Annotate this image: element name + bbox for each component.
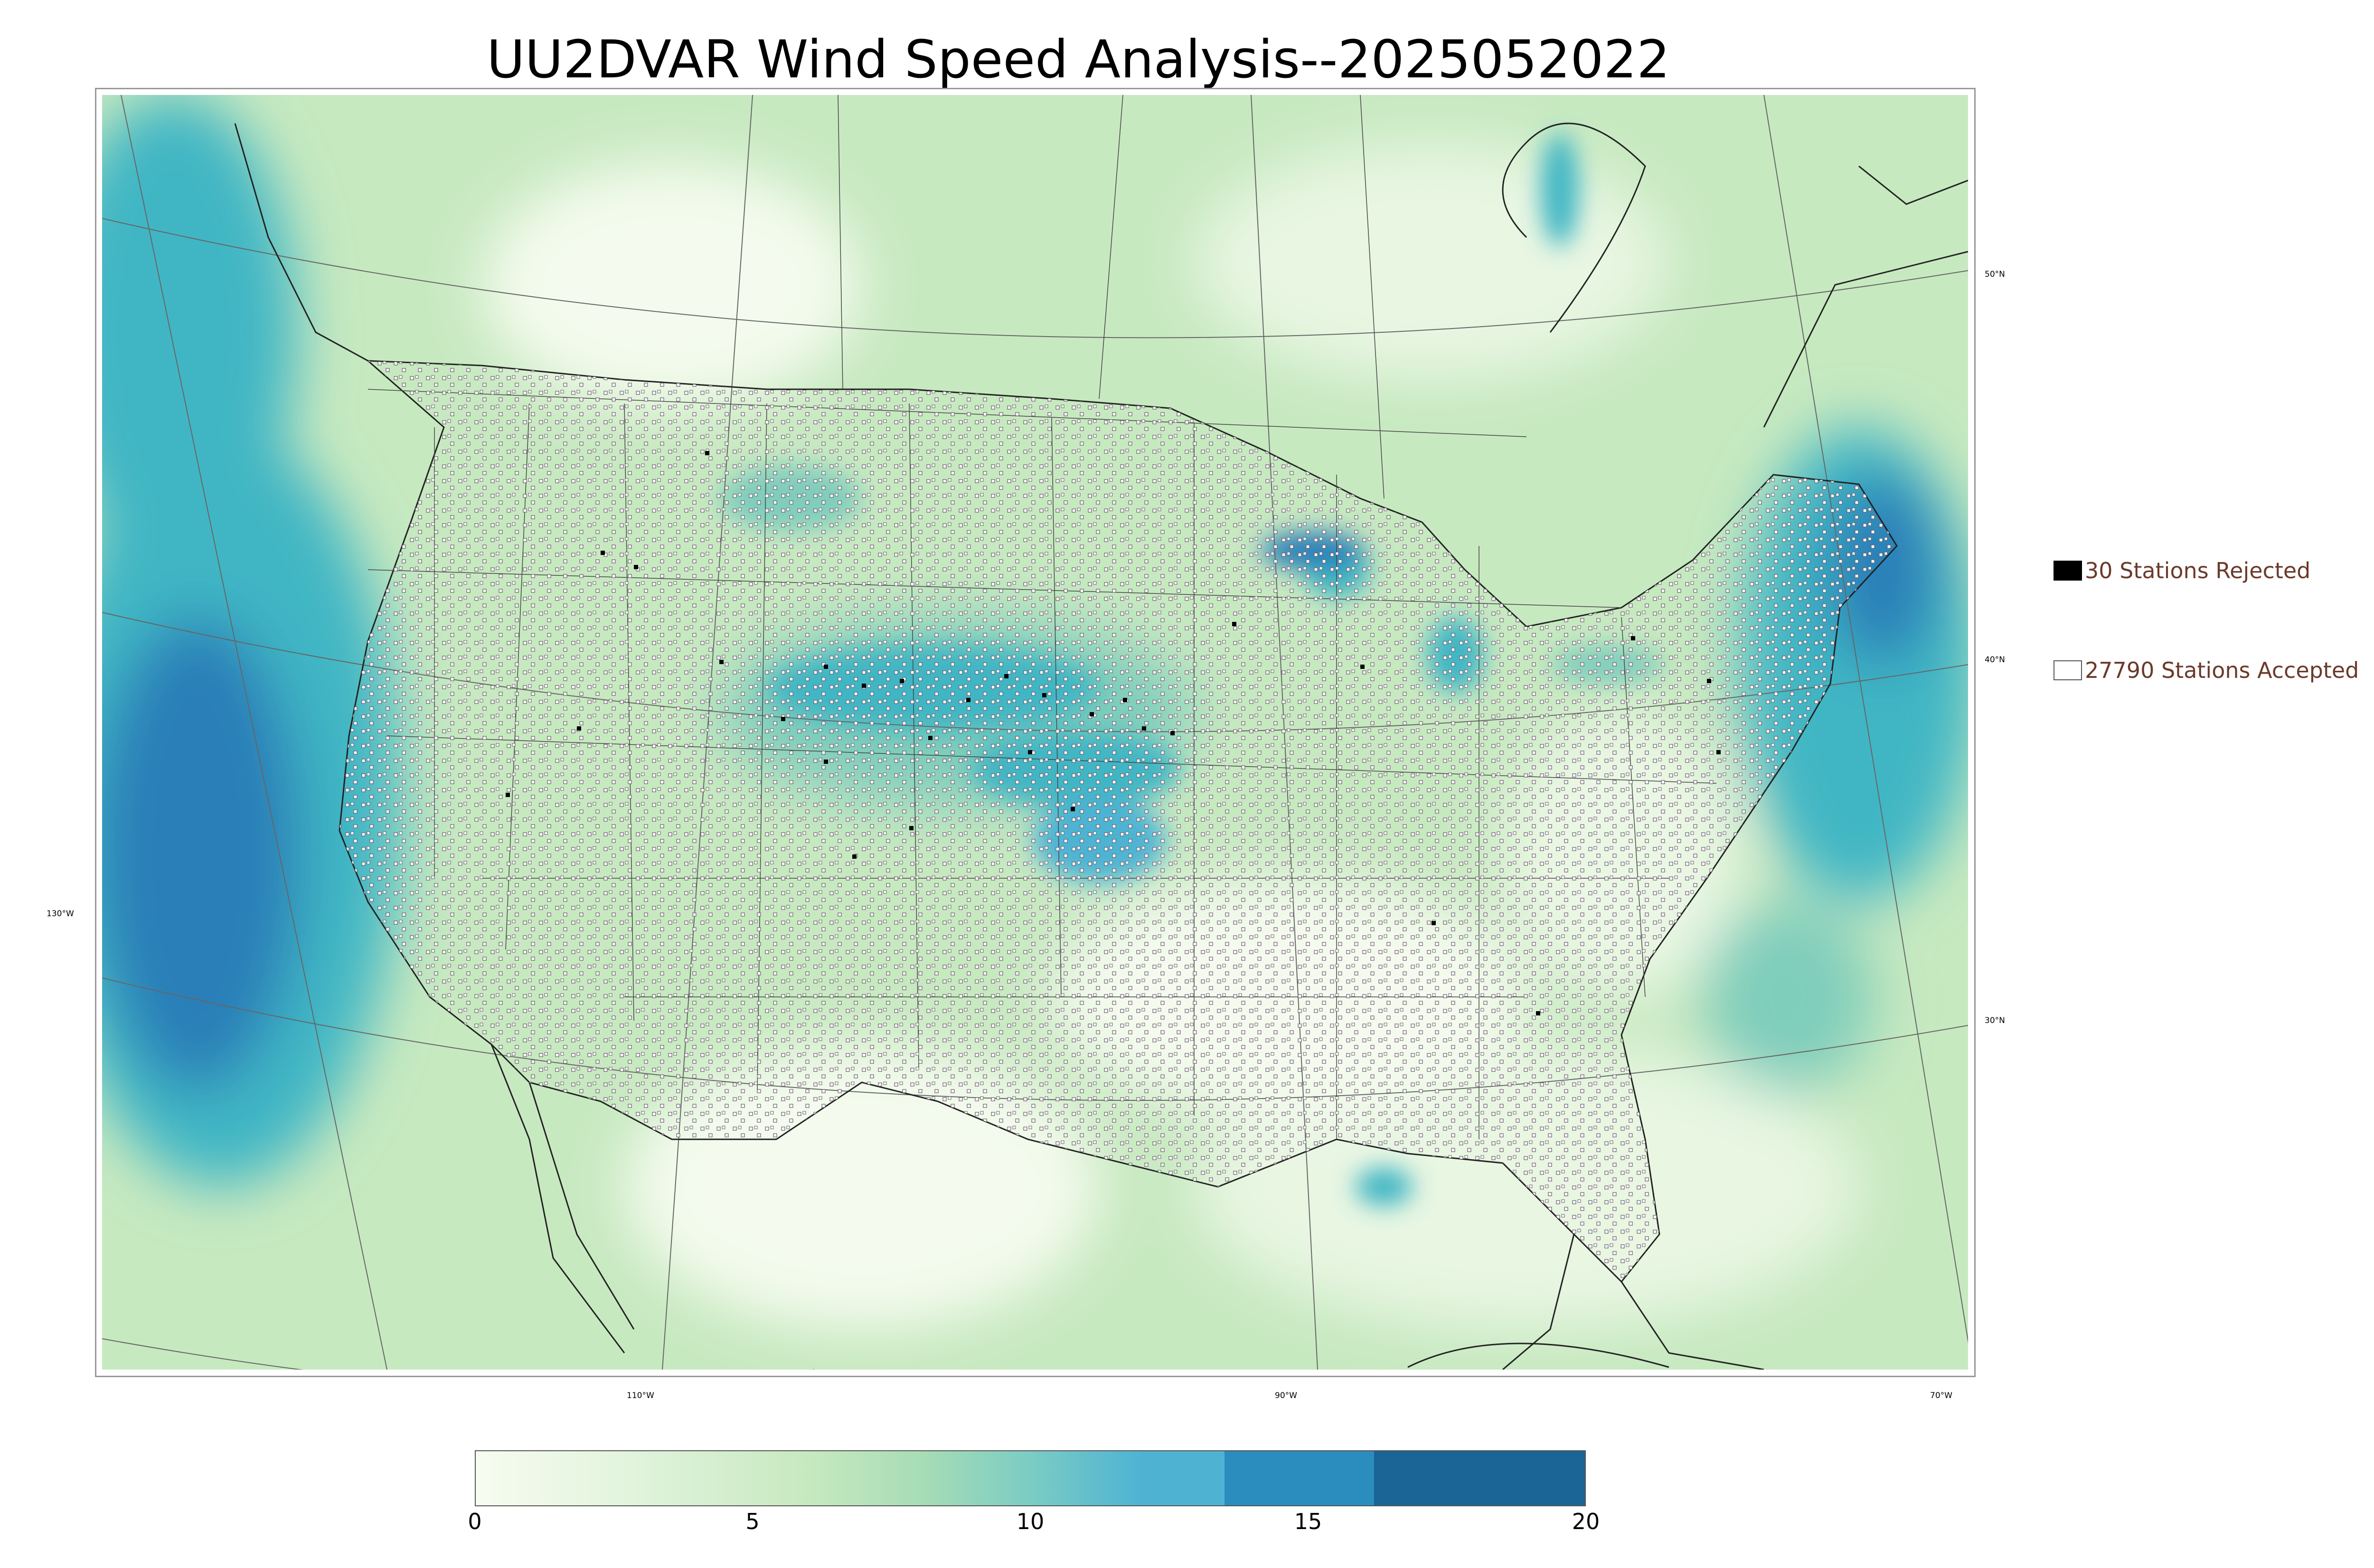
- colorbar-tick-5: 5: [745, 1509, 760, 1534]
- colorbar-tick-0: 0: [468, 1509, 482, 1534]
- legend-accepted-label: 27790 Stations Accepted: [2085, 657, 2359, 683]
- lat-label-30n: 30°N: [1985, 1016, 2005, 1025]
- wind-speed-map: [102, 95, 1968, 1370]
- map-frame: [95, 88, 1976, 1377]
- colorbar-tick-10: 10: [1016, 1509, 1045, 1534]
- colorbar-tick-15: 15: [1294, 1509, 1322, 1534]
- lon-label-90w: 90°W: [1275, 1391, 1297, 1400]
- lon-label-130w: 130°W: [47, 909, 74, 919]
- lon-label-70w: 70°W: [1930, 1391, 1952, 1400]
- lon-label-110w: 110°W: [627, 1391, 654, 1400]
- rejected-swatch: [2054, 561, 2082, 581]
- lat-label-40n: 40°N: [1985, 655, 2005, 665]
- legend-rejected: 30 Stations Rejected: [2054, 558, 2310, 583]
- colorbar-tick-20: 20: [1572, 1509, 1600, 1534]
- colorbar: [475, 1450, 1586, 1506]
- accepted-swatch: [2054, 660, 2082, 680]
- lat-label-50n: 50°N: [1985, 270, 2005, 279]
- rejected-stations: [506, 451, 1721, 1015]
- coastline: [234, 122, 1968, 1370]
- map-title: UU2DVAR Wind Speed Analysis--2025052022: [487, 29, 1670, 90]
- legend-accepted: 27790 Stations Accepted: [2054, 657, 2359, 683]
- legend-rejected-label: 30 Stations Rejected: [2085, 558, 2311, 583]
